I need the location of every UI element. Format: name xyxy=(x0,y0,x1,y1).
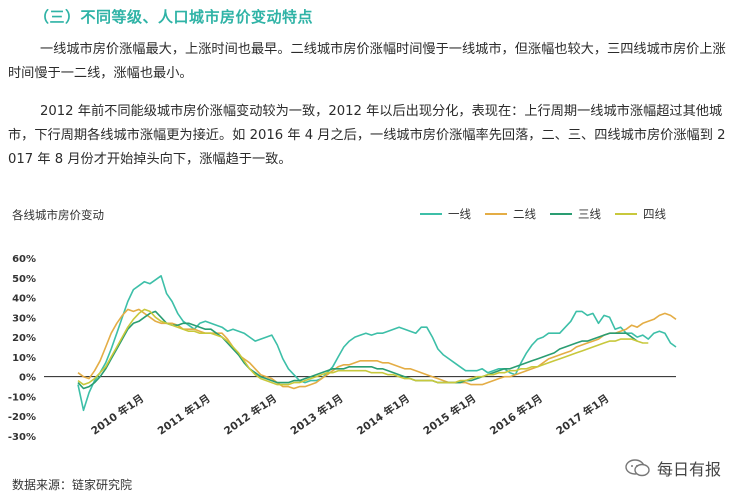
paragraph-tier-summary: 一线城市房价涨幅最大，上涨时间也最早。二线城市房价涨幅时间慢于一线城市，但涨幅也… xyxy=(8,42,726,81)
legend-swatch xyxy=(485,213,507,215)
x-tick-label: 2014 年1月 xyxy=(354,392,412,438)
wechat-bubble-icon xyxy=(625,458,651,478)
legend-item-2: 二线 xyxy=(485,206,536,222)
x-tick-label: 2015 年1月 xyxy=(421,392,479,438)
y-tick-label: -10% xyxy=(8,392,36,403)
legend-item-1: 一线 xyxy=(420,206,471,222)
watermark-text: 每日有报 xyxy=(656,460,721,479)
y-tick-label: 40% xyxy=(12,294,36,305)
y-tick-label: -20% xyxy=(8,412,36,423)
legend-swatch xyxy=(420,213,442,215)
series-line-4 xyxy=(77,308,649,386)
legend-label: 一线 xyxy=(448,207,471,221)
chart-legend: 一线 二线 三线 四线 xyxy=(420,206,666,222)
y-tick-label: 50% xyxy=(12,274,36,285)
legend-label: 三线 xyxy=(578,207,601,221)
x-tick-label: 2011 年1月 xyxy=(155,392,213,438)
y-tick-label: 0% xyxy=(19,373,36,384)
line-chart: 60% 50% 40% 30% 20% 10% 0% -10% -20% -30% 2010 年1月… xyxy=(8,254,677,443)
data-source: 数据来源：链家研究院 xyxy=(12,478,133,492)
legend-swatch xyxy=(550,213,572,215)
watermark: 每日有报 xyxy=(625,456,721,480)
y-tick-label: -30% xyxy=(8,432,36,443)
y-tick-label: 10% xyxy=(12,353,36,364)
y-tick-label: 60% xyxy=(12,254,36,265)
x-tick-label: 2010 年1月 xyxy=(89,392,147,438)
y-tick-label: 20% xyxy=(12,333,36,344)
x-tick-label: 2012 年1月 xyxy=(221,392,279,438)
paragraph-divergence: 2012 年前不同能级城市房价涨幅变动较为一致，2012 年以后出现分化，表现在… xyxy=(8,104,726,167)
series-line-1 xyxy=(77,274,677,412)
x-tick-label: 2017 年1月 xyxy=(554,392,612,438)
x-tick-label: 2016 年1月 xyxy=(487,392,545,438)
y-tick-label: 30% xyxy=(12,313,36,324)
legend-item-3: 三线 xyxy=(550,206,601,222)
legend-item-4: 四线 xyxy=(615,206,666,222)
legend-label: 二线 xyxy=(513,207,536,221)
legend-label: 四线 xyxy=(643,207,666,221)
legend-swatch xyxy=(615,213,637,215)
section-title: （三）不同等级、人口城市房价变动特点 xyxy=(34,8,314,26)
x-tick-label: 2013 年1月 xyxy=(288,392,346,438)
chart-title: 各线城市房价变动 xyxy=(12,208,104,222)
